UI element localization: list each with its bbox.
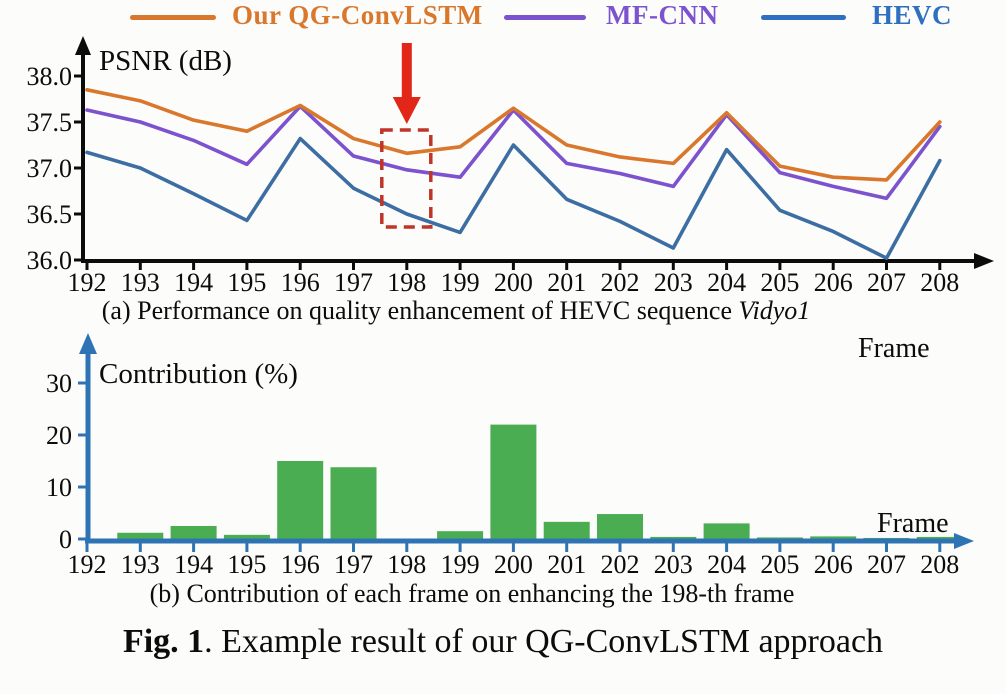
x-tick-label: 201 bbox=[547, 550, 586, 579]
caption-b: (b) Contribution of each frame on enhanc… bbox=[149, 579, 795, 608]
bar-frame-199 bbox=[437, 531, 484, 541]
x-tick-label: 192 bbox=[68, 550, 107, 579]
highlight-dashed-box bbox=[380, 128, 433, 229]
legend-label-mf-cnn: MF-CNN bbox=[606, 0, 719, 30]
bar-frame-200 bbox=[490, 424, 537, 541]
bar-frame-201 bbox=[543, 521, 590, 541]
x-tick-label: 193 bbox=[121, 550, 160, 579]
x-tick-label: 195 bbox=[227, 268, 266, 297]
legend-label-hevc: HEVC bbox=[872, 0, 953, 30]
x-tick-label: 199 bbox=[441, 268, 480, 297]
y-axis-arrowhead-icon bbox=[79, 333, 97, 354]
highlight-arrow-shaft-icon bbox=[401, 43, 412, 99]
y-tick-label: 37.5 bbox=[27, 108, 73, 137]
x-tick-label: 197 bbox=[334, 268, 373, 297]
x-tick-label: 208 bbox=[920, 268, 959, 297]
legend-label-qg-convlstm: Our QG-ConvLSTM bbox=[232, 0, 483, 30]
x-tick-label: 194 bbox=[174, 550, 213, 579]
y-tick-label: 0 bbox=[59, 525, 72, 554]
bar-frame-194 bbox=[170, 526, 217, 541]
y-tick-label: 36.0 bbox=[27, 246, 73, 275]
legend-line-hevc-icon bbox=[761, 15, 846, 20]
x-tick-label: 206 bbox=[814, 550, 853, 579]
x-tick-label: 202 bbox=[601, 550, 640, 579]
psnr-line-our-qg-convlstm bbox=[85, 87, 942, 182]
x-tick-label: 203 bbox=[654, 550, 693, 579]
bar-frame-197 bbox=[330, 467, 377, 541]
x-tick-label: 194 bbox=[174, 268, 213, 297]
caption-a-text: (a) Performance on quality enhancement o… bbox=[101, 296, 739, 325]
x-tick-label: 204 bbox=[707, 550, 746, 579]
contribution-axis-label: Contribution (%) bbox=[99, 358, 298, 390]
caption-a: (a) Performance on quality enhancement o… bbox=[0, 296, 912, 326]
x-tick-label: 206 bbox=[814, 268, 853, 297]
psnr-line-mf-cnn bbox=[85, 104, 942, 201]
y-axis-arrowhead-icon bbox=[75, 36, 91, 55]
x-tick-label: 198 bbox=[387, 550, 426, 579]
bar-frame-204 bbox=[703, 523, 750, 541]
frame-axis-label-b: Frame bbox=[877, 508, 949, 539]
y-tick-label: 37.0 bbox=[27, 154, 73, 183]
frame-axis-label-a: Frame bbox=[858, 333, 930, 364]
x-tick-label: 197 bbox=[334, 550, 373, 579]
figure-caption: Fig. 1. Example result of our QG-ConvLST… bbox=[0, 623, 1006, 661]
y-tick-label: 36.5 bbox=[27, 200, 73, 229]
y-tick-label: 38.0 bbox=[27, 62, 73, 91]
contribution-bar-chart: 0 10 20 30 192 193 194 195 196 197 198 199 200 201 202… bbox=[46, 333, 974, 579]
bar-frame-193 bbox=[117, 532, 164, 541]
legend-line-qg-convlstm-icon bbox=[130, 15, 216, 20]
x-tick-label: 200 bbox=[494, 268, 533, 297]
x-axis-arrowhead-icon bbox=[954, 533, 974, 549]
bar-frame-202 bbox=[597, 514, 643, 541]
legend-item-qg-convlstm: Our QG-ConvLSTM MF-CNN HEVC bbox=[0, 0, 1006, 32]
x-tick-label: 199 bbox=[441, 550, 480, 579]
x-tick-label: 207 bbox=[867, 268, 906, 297]
legend-line-mf-cnn-icon bbox=[504, 15, 586, 20]
x-tick-label: 200 bbox=[494, 550, 533, 579]
x-tick-label: 207 bbox=[867, 550, 906, 579]
bar-frame-196 bbox=[277, 461, 324, 541]
y-tick-label: 20 bbox=[46, 421, 72, 450]
x-tick-label: 205 bbox=[760, 550, 799, 579]
x-tick-label: 198 bbox=[387, 268, 426, 297]
y-tick-label: 10 bbox=[46, 473, 72, 502]
figure-caption-number: Fig. 1 bbox=[122, 623, 205, 660]
psnr-line-chart: 36.0 36.5 37.0 37.5 38.0 192 193 194 195 196 197 19… bbox=[27, 36, 994, 297]
x-tick-label: 196 bbox=[281, 550, 320, 579]
x-tick-label: 195 bbox=[227, 550, 266, 579]
bar-frame-195 bbox=[223, 534, 270, 541]
psnr-axis-label: PSNR (dB) bbox=[99, 45, 232, 77]
x-tick-label: 203 bbox=[654, 268, 693, 297]
x-tick-label: 202 bbox=[601, 268, 640, 297]
highlight-arrow-head-icon bbox=[392, 97, 421, 124]
x-axis-arrowhead-icon bbox=[974, 253, 994, 269]
x-tick-label: 205 bbox=[760, 268, 799, 297]
caption-a-sequence-name: Vidyo1 bbox=[738, 296, 811, 325]
x-tick-label: 201 bbox=[547, 268, 586, 297]
x-tick-label: 208 bbox=[920, 550, 959, 579]
y-tick-label: 30 bbox=[46, 369, 72, 398]
psnr-line-hevc bbox=[85, 136, 942, 260]
x-tick-label: 204 bbox=[707, 268, 746, 297]
x-tick-label: 192 bbox=[68, 268, 107, 297]
x-tick-label: 193 bbox=[121, 268, 160, 297]
x-tick-label: 196 bbox=[281, 268, 320, 297]
figure-caption-text: . Example result of our QG-ConvLSTM appr… bbox=[204, 623, 884, 660]
